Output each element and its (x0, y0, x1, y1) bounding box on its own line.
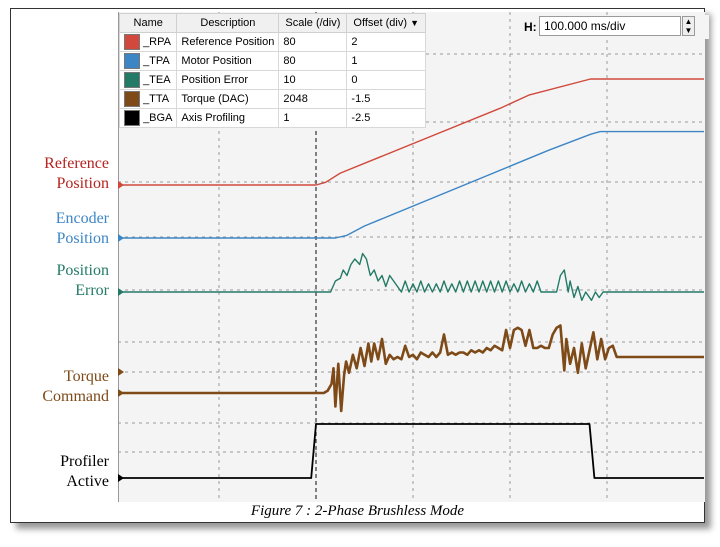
channel-marker-icon (118, 234, 124, 242)
torque-offset-marker-icon (118, 368, 124, 376)
legend-channel-name-text: _TPA (143, 54, 170, 67)
figure-frame: Name Description Scale (/div) Offset (di… (10, 8, 709, 523)
channel-color-swatch[interactable] (124, 72, 140, 88)
legend-channel-offset[interactable]: 0 (346, 70, 426, 90)
legend-row[interactable]: _RPA Reference Position 80 2 (118, 32, 426, 52)
spin-up-icon[interactable]: ▲ (684, 17, 693, 26)
legend-header-description[interactable]: Description (176, 13, 280, 33)
channel-color-swatch[interactable] (124, 91, 140, 107)
channel-marker-icon (118, 288, 124, 296)
channel-marker-icon (118, 474, 124, 482)
reference-label-line2: Position (56, 175, 109, 192)
error-label-line1: Position (56, 262, 109, 279)
legend-channel-description: Position Error (176, 70, 280, 90)
legend-channel-scale[interactable]: 10 (278, 70, 348, 90)
timebase-spinner[interactable]: ▲ ▼ (682, 16, 695, 36)
legend-channel-name-text: _RPA (143, 35, 171, 48)
legend-header-name[interactable]: Name (118, 13, 178, 33)
position-error-label: Position Error (11, 261, 109, 301)
legend-channel-scale[interactable]: 1 (278, 108, 348, 128)
channel-marker-icon (118, 389, 124, 397)
profiler-label-line2: Active (66, 473, 109, 490)
timebase-input[interactable] (539, 16, 681, 36)
channel-legend-table: Name Description Scale (/div) Offset (di… (118, 13, 426, 128)
legend-channel-scale[interactable]: 80 (278, 32, 348, 52)
encoder-label-line2: Position (56, 230, 109, 247)
trace-rpa (122, 78, 704, 186)
legend-channel-name: _TEA (118, 70, 178, 90)
error-label-line2: Error (75, 282, 109, 299)
legend-channel-description: Reference Position (176, 32, 280, 52)
legend-channel-name-text: _TTA (143, 92, 170, 105)
legend-row[interactable]: _TEA Position Error 10 0 (118, 70, 426, 90)
legend-channel-offset[interactable]: 1 (346, 51, 426, 71)
channel-marker-icon (118, 181, 124, 189)
channel-color-swatch[interactable] (124, 34, 140, 50)
legend-channel-name-text: _BGA (143, 111, 173, 124)
reference-label-line1: Reference (44, 155, 109, 172)
profiler-label-line1: Profiler (60, 453, 109, 470)
timebase-control: H: ▲ ▼ (524, 15, 709, 39)
legend-row[interactable]: _BGA Axis Profiling 1 -2.5 (118, 108, 426, 128)
legend-channel-description: Torque (DAC) (176, 89, 280, 109)
scope-chart (118, 12, 704, 502)
legend-channel-description: Motor Position (176, 51, 280, 71)
legend-header-offset-label: Offset (div) (353, 17, 407, 29)
legend-channel-name-text: _TEA (143, 73, 171, 86)
encoder-label-line1: Encoder (55, 210, 109, 227)
spin-down-icon[interactable]: ▼ (684, 26, 693, 35)
trace-tpa (122, 130, 704, 239)
legend-channel-name: _BGA (118, 108, 178, 128)
timebase-label: H: (524, 20, 537, 34)
legend-row[interactable]: _TPA Motor Position 80 1 (118, 51, 426, 71)
trace-bga (122, 423, 704, 479)
channel-color-swatch[interactable] (124, 110, 140, 126)
legend-channel-name: _TPA (118, 51, 178, 71)
torque-label-line2: Command (42, 388, 109, 405)
torque-command-label: Torque Command (11, 367, 109, 407)
legend-channel-description: Axis Profiling (176, 108, 280, 128)
legend-channel-name: _TTA (118, 89, 178, 109)
profiler-active-label: Profiler Active (11, 452, 109, 492)
legend-channel-scale[interactable]: 2048 (278, 89, 348, 109)
legend-channel-offset[interactable]: -1.5 (346, 89, 426, 109)
legend-header-row: Name Description Scale (/div) Offset (di… (118, 13, 426, 33)
channel-color-swatch[interactable] (124, 53, 140, 69)
legend-channel-offset[interactable]: 2 (346, 32, 426, 52)
legend-channel-offset[interactable]: -2.5 (346, 108, 426, 128)
torque-label-line1: Torque (63, 368, 109, 385)
encoder-position-label: Encoder Position (11, 209, 109, 249)
dropdown-arrow-icon[interactable]: ▼ (410, 18, 419, 28)
trace-tea (122, 252, 704, 301)
legend-header-offset[interactable]: Offset (div) ▼ (346, 13, 426, 33)
legend-row[interactable]: _TTA Torque (DAC) 2048 -1.5 (118, 89, 426, 109)
legend-header-scale[interactable]: Scale (/div) (278, 13, 348, 33)
legend-channel-name: _RPA (118, 32, 178, 52)
figure-caption: Figure 7 : 2-Phase Brushless Mode (250, 503, 465, 519)
legend-channel-scale[interactable]: 80 (278, 51, 348, 71)
trace-tta (122, 324, 704, 413)
reference-position-label: Reference Position (11, 154, 109, 194)
